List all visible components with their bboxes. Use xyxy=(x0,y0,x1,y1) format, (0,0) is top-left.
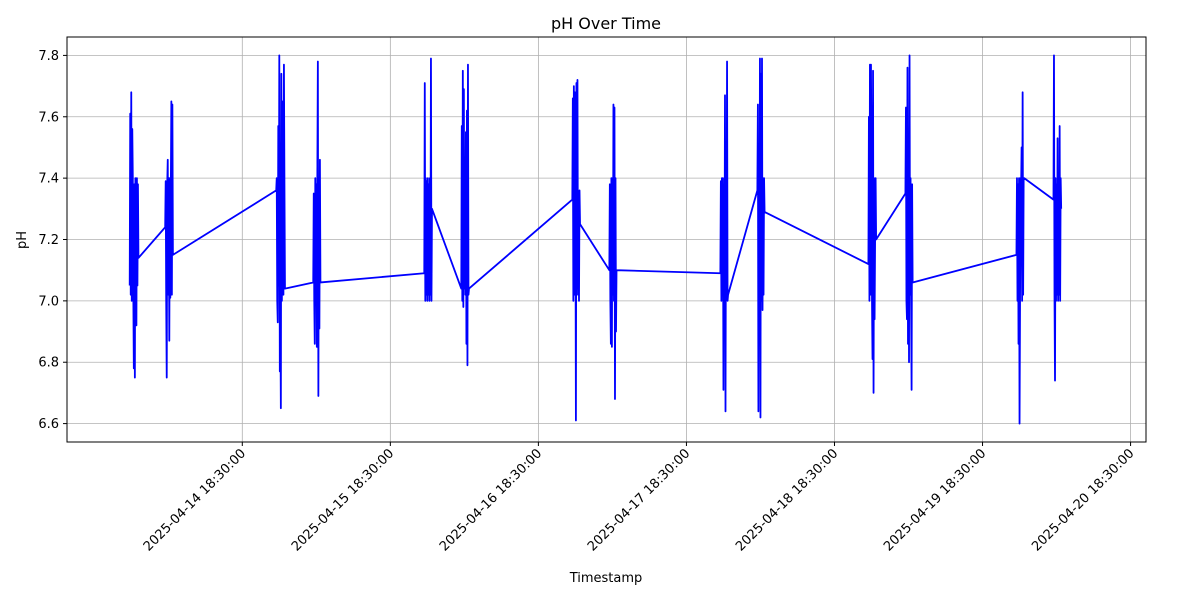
grid xyxy=(67,37,1146,442)
y-axis-ticks: 6.6 6.8 7.0 7.2 7.4 7.6 7.8 xyxy=(38,49,67,432)
y-axis-label: pH xyxy=(15,231,30,249)
y-tick-label: 7.0 xyxy=(38,294,59,309)
ph-series-line xyxy=(128,54,1063,425)
y-tick-label: 6.8 xyxy=(38,356,59,371)
y-tick-label: 7.8 xyxy=(38,49,59,64)
data-line-group xyxy=(128,54,1063,425)
y-tick-label: 7.6 xyxy=(38,110,59,125)
y-tick-label: 7.4 xyxy=(38,172,59,187)
y-tick-label: 6.6 xyxy=(38,417,59,432)
x-axis-label: Timestamp xyxy=(569,571,643,586)
chart-title: pH Over Time xyxy=(551,14,661,33)
y-tick-label: 7.2 xyxy=(38,233,59,248)
